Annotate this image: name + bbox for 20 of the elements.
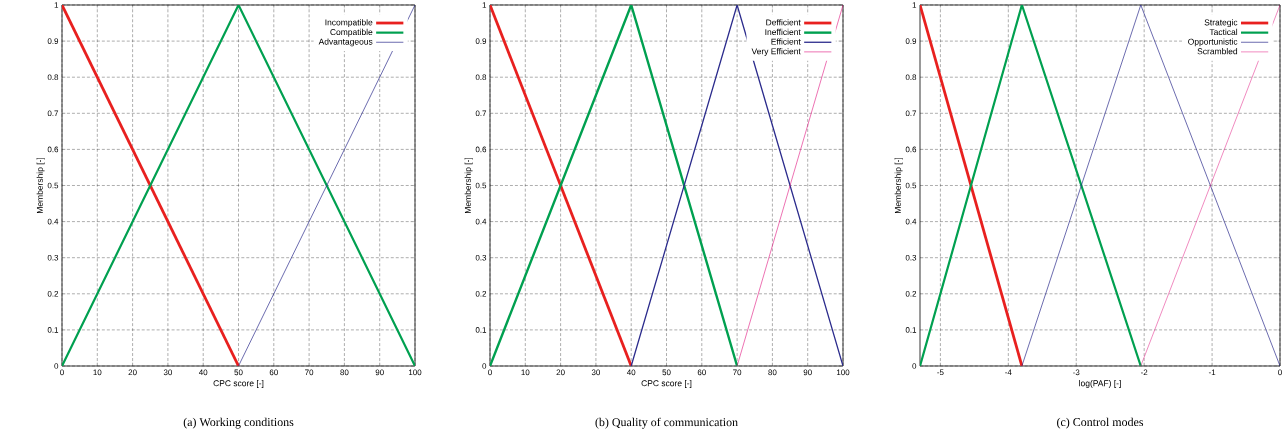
x-axis-title: log(PAF) [-] (1079, 380, 1121, 388)
legend-label: Advantageous (318, 38, 373, 47)
text: (c) Control modes (1057, 417, 1144, 429)
legend-label: Inefficient (765, 28, 801, 36)
legend-label: Opportunistic (1188, 38, 1238, 47)
y-axis-title: Membership [-] (36, 157, 45, 214)
legend-label: Very Efficient (751, 48, 801, 56)
legend-label: Compatible (330, 28, 373, 37)
legend-label: Strategic (1204, 19, 1238, 28)
y-axis-title: Membership [-] (894, 157, 903, 214)
legend-label: Incompatible (325, 19, 373, 28)
legend-label: Defficient (766, 19, 801, 26)
text: (a) Working conditions (183, 417, 294, 429)
legend-label: Efficient (771, 38, 801, 45)
text: (b) Quality of communication (595, 417, 738, 429)
legend-label: Scrambled (1197, 48, 1238, 55)
x-axis-title: CPC score [-] (213, 380, 264, 388)
legend-label: Tactical (1209, 28, 1238, 36)
y-axis-title: Membership [-] (464, 157, 473, 214)
x-axis-title: CPC score [-] (641, 380, 692, 388)
